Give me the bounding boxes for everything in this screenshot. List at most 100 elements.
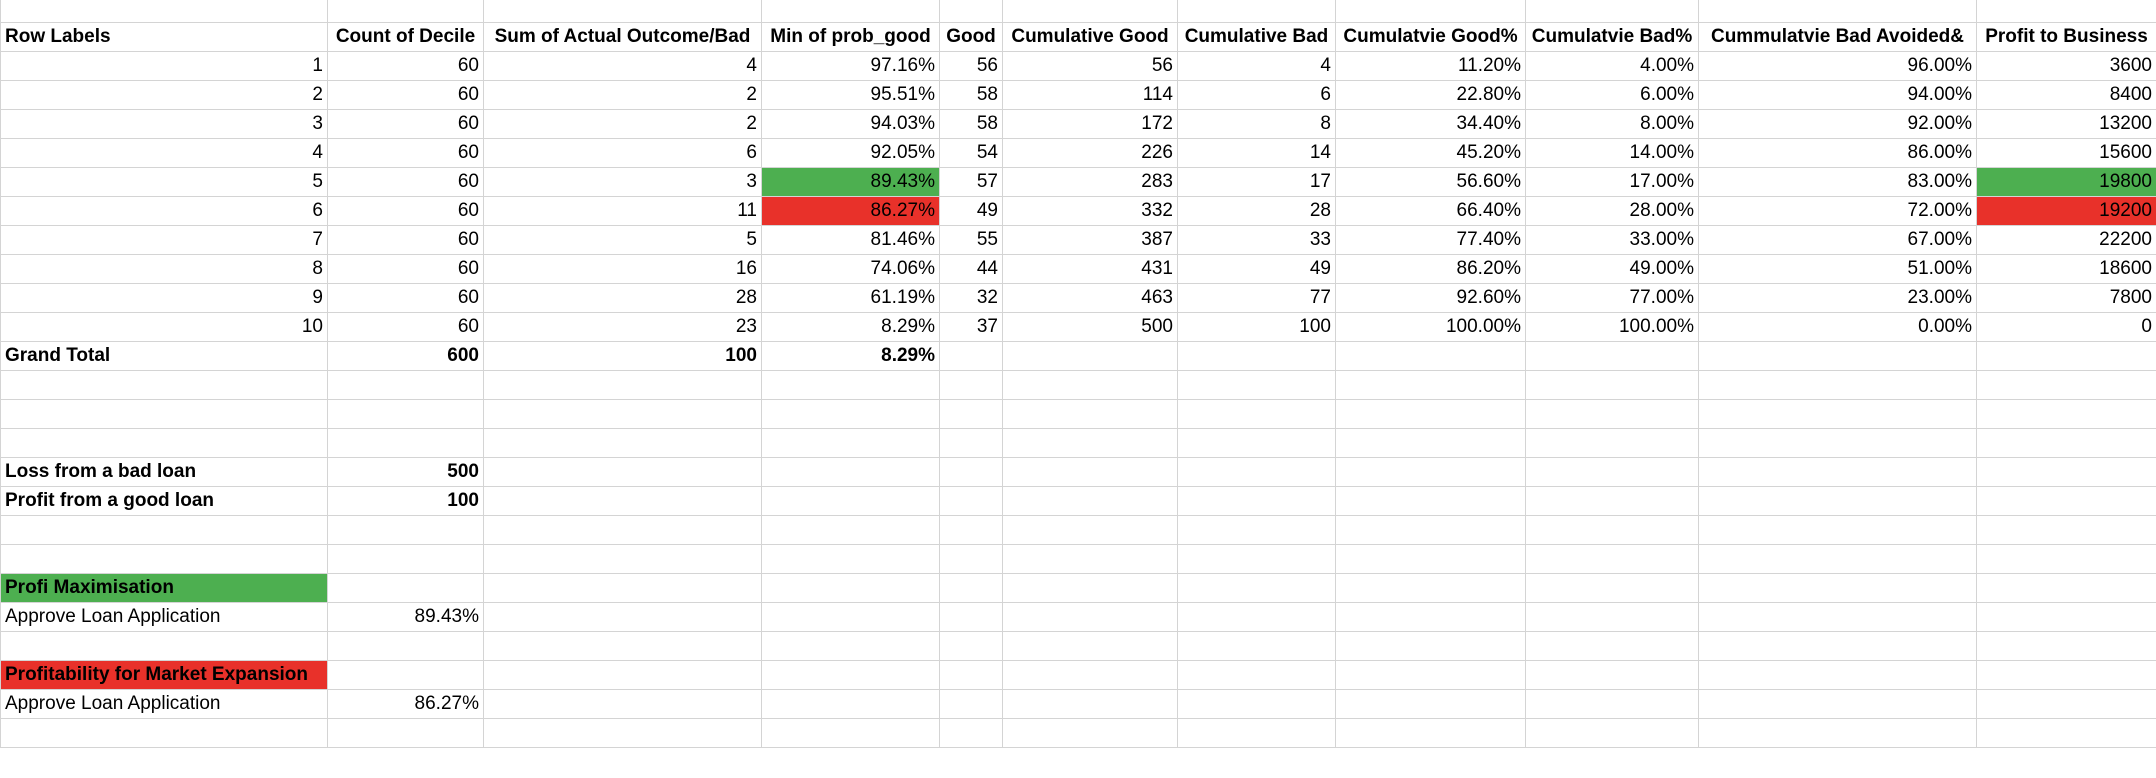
cell[interactable] (939, 543, 1003, 574)
cell[interactable] (939, 0, 1003, 23)
data-cell[interactable]: 92.05% (761, 137, 940, 168)
data-cell[interactable]: 6.00% (1525, 79, 1699, 110)
data-cell[interactable]: 34.40% (1335, 108, 1526, 139)
data-cell[interactable]: 17.00% (1525, 166, 1699, 197)
expansion-value[interactable]: 86.27% (327, 688, 484, 719)
cell[interactable] (939, 688, 1003, 719)
cell[interactable] (939, 369, 1003, 400)
cell[interactable] (761, 427, 940, 458)
cell[interactable] (327, 398, 484, 429)
header-cell-profit[interactable]: Profit to Business (1976, 21, 2156, 52)
cell[interactable] (1976, 717, 2156, 748)
cell[interactable] (1525, 456, 1699, 487)
data-cell[interactable]: 44 (939, 253, 1003, 284)
cell[interactable] (483, 456, 762, 487)
data-cell[interactable]: 19200 (1976, 195, 2156, 226)
cell[interactable] (1177, 514, 1336, 545)
data-cell[interactable]: 18600 (1976, 253, 2156, 284)
cell[interactable] (939, 717, 1003, 748)
cell[interactable] (1177, 572, 1336, 603)
data-cell[interactable]: 66.40% (1335, 195, 1526, 226)
cell[interactable] (1002, 543, 1178, 574)
cell[interactable] (1976, 485, 2156, 516)
cell[interactable] (1698, 369, 1977, 400)
cell[interactable] (1976, 659, 2156, 690)
data-cell[interactable]: 56 (939, 50, 1003, 81)
cell[interactable] (1002, 688, 1178, 719)
data-cell[interactable]: 17 (1177, 166, 1336, 197)
cell[interactable] (483, 485, 762, 516)
cell[interactable] (1976, 543, 2156, 574)
cell[interactable] (1525, 630, 1699, 661)
cell[interactable] (939, 630, 1003, 661)
data-cell[interactable]: 86.27% (761, 195, 940, 226)
header-cell-count[interactable]: Count of Decile (327, 21, 484, 52)
cell[interactable] (761, 543, 940, 574)
cell[interactable] (1002, 630, 1178, 661)
cell[interactable] (327, 543, 484, 574)
cell[interactable] (327, 514, 484, 545)
cell[interactable] (761, 601, 940, 632)
cell[interactable] (1525, 0, 1699, 23)
cell[interactable] (1525, 688, 1699, 719)
loss-label[interactable]: Loss from a bad loan (0, 456, 328, 487)
header-cell-sum-bad[interactable]: Sum of Actual Outcome/Bad (483, 21, 762, 52)
grand-total-count[interactable]: 600 (327, 340, 484, 371)
data-cell[interactable]: 283 (1002, 166, 1178, 197)
data-cell[interactable]: 28 (1177, 195, 1336, 226)
cell[interactable] (1698, 688, 1977, 719)
cell[interactable] (761, 630, 940, 661)
maximisation-label[interactable]: Approve Loan Application (0, 601, 328, 632)
cell[interactable] (1177, 717, 1336, 748)
cell[interactable] (1177, 659, 1336, 690)
data-cell[interactable]: 8.29% (761, 311, 940, 342)
cell[interactable] (483, 398, 762, 429)
data-cell[interactable]: 77.00% (1525, 282, 1699, 313)
cell[interactable] (1525, 543, 1699, 574)
data-cell[interactable]: 81.46% (761, 224, 940, 255)
expansion-title[interactable]: Profitability for Market Expansion (0, 659, 328, 690)
cell[interactable] (761, 398, 940, 429)
data-cell[interactable]: 60 (327, 282, 484, 313)
cell[interactable] (1002, 427, 1178, 458)
cell[interactable] (1002, 0, 1178, 23)
cell[interactable] (1525, 659, 1699, 690)
cell[interactable] (483, 717, 762, 748)
data-cell[interactable]: 74.06% (761, 253, 940, 284)
data-cell[interactable]: 33 (1177, 224, 1336, 255)
cell[interactable] (483, 543, 762, 574)
cell[interactable] (1976, 427, 2156, 458)
cell[interactable] (1002, 659, 1178, 690)
cell[interactable] (1698, 543, 1977, 574)
data-cell[interactable]: 6 (483, 137, 762, 168)
cell[interactable] (1002, 340, 1178, 371)
cell[interactable] (1698, 659, 1977, 690)
cell[interactable] (1976, 514, 2156, 545)
cell[interactable] (483, 369, 762, 400)
cell[interactable] (483, 0, 762, 23)
data-cell[interactable]: 8 (1177, 108, 1336, 139)
data-cell[interactable]: 6 (1177, 79, 1336, 110)
cell[interactable] (1177, 688, 1336, 719)
cell[interactable] (761, 688, 940, 719)
data-cell[interactable]: 97.16% (761, 50, 940, 81)
cell[interactable] (1335, 572, 1526, 603)
cell[interactable] (0, 543, 328, 574)
cell[interactable] (1335, 717, 1526, 748)
cell[interactable] (761, 717, 940, 748)
data-cell[interactable]: 7 (0, 224, 328, 255)
cell[interactable] (761, 659, 940, 690)
data-cell[interactable]: 9 (0, 282, 328, 313)
cell[interactable] (1002, 369, 1178, 400)
data-cell[interactable]: 58 (939, 108, 1003, 139)
cell[interactable] (1335, 630, 1526, 661)
data-cell[interactable]: 10 (0, 311, 328, 342)
data-cell[interactable]: 387 (1002, 224, 1178, 255)
cell[interactable] (1698, 398, 1977, 429)
data-cell[interactable]: 92.60% (1335, 282, 1526, 313)
cell[interactable] (761, 514, 940, 545)
data-cell[interactable]: 172 (1002, 108, 1178, 139)
data-cell[interactable]: 37 (939, 311, 1003, 342)
data-cell[interactable]: 57 (939, 166, 1003, 197)
data-cell[interactable]: 100.00% (1525, 311, 1699, 342)
